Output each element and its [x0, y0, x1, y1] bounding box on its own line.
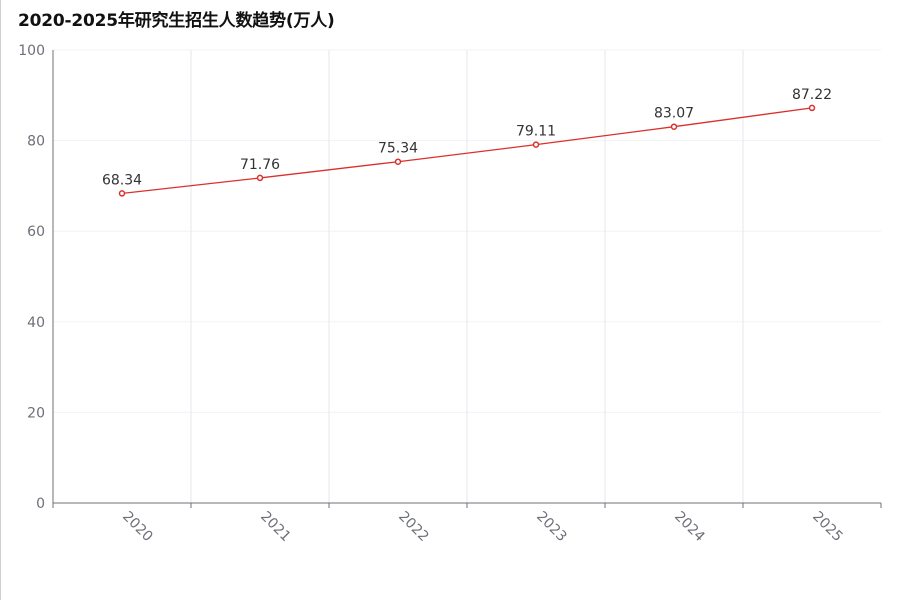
data-label: 83.07 [654, 106, 694, 122]
data-point [670, 123, 678, 130]
y-tick-label: 60 [27, 224, 45, 240]
data-point [394, 158, 402, 165]
data-label: 79.11 [516, 124, 556, 140]
y-tick-label: 0 [36, 496, 45, 512]
frame-border [0, 0, 1, 600]
x-tick-label: 2021 [257, 509, 294, 546]
data-point [808, 104, 816, 112]
data-point [256, 174, 264, 182]
y-tick-label: 40 [27, 315, 45, 331]
x-tick-label: 2022 [395, 509, 432, 546]
series-line [121, 107, 813, 195]
chart-title: 2020-2025年研究生招生人数趋势(万人) [18, 11, 335, 31]
data-labels: 68.34 71.76 75.34 79.11 83.07 87.22 [102, 87, 832, 189]
grid-lines [53, 49, 881, 503]
data-point [532, 141, 540, 148]
data-label: 75.34 [378, 141, 418, 157]
y-tick-label: 80 [27, 134, 45, 150]
data-label: 71.76 [240, 157, 280, 173]
x-tick-label: 2020 [119, 509, 156, 546]
data-point [118, 190, 126, 197]
x-tick-label: 2024 [671, 509, 708, 546]
x-tick-label: 2025 [809, 509, 846, 546]
data-label: 87.22 [792, 87, 832, 103]
y-tick-label: 100 [18, 43, 45, 59]
axes: 0 20 40 60 80 100 2020 2021 2022 2023 2024 2025 [18, 43, 882, 546]
y-tick-label: 20 [27, 405, 45, 421]
series [118, 104, 816, 197]
x-tick-label: 2023 [533, 509, 570, 546]
data-label: 68.34 [102, 172, 142, 188]
